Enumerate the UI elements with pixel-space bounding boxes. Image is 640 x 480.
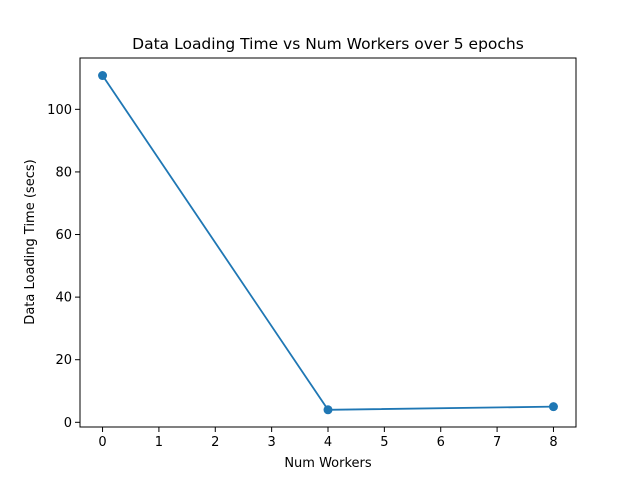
chart-title: Data Loading Time vs Num Workers over 5 … [132, 35, 524, 53]
x-tick-label: 0 [98, 435, 106, 450]
x-tick-label: 3 [267, 435, 275, 450]
data-point [323, 405, 333, 415]
x-tick-label: 7 [493, 435, 501, 450]
x-axis-label: Num Workers [284, 456, 372, 471]
y-tick-label: 40 [55, 291, 72, 306]
x-tick-label: 5 [380, 435, 388, 450]
y-axis-label: Data Loading Time (secs) [23, 159, 38, 324]
x-tick-label: 1 [155, 435, 163, 450]
y-tick-label: 80 [55, 165, 72, 180]
x-tick-label: 8 [549, 435, 557, 450]
y-tick-label: 0 [64, 416, 72, 431]
y-tick-label: 100 [47, 103, 72, 118]
x-tick-label: 6 [437, 435, 445, 450]
axes-frame [79, 57, 577, 428]
x-tick-label: 2 [211, 435, 219, 450]
x-tick-label: 4 [324, 435, 332, 450]
y-tick-label: 20 [55, 353, 72, 368]
data-point [548, 402, 558, 412]
y-tick-label: 60 [55, 228, 72, 243]
data-point [98, 71, 108, 81]
